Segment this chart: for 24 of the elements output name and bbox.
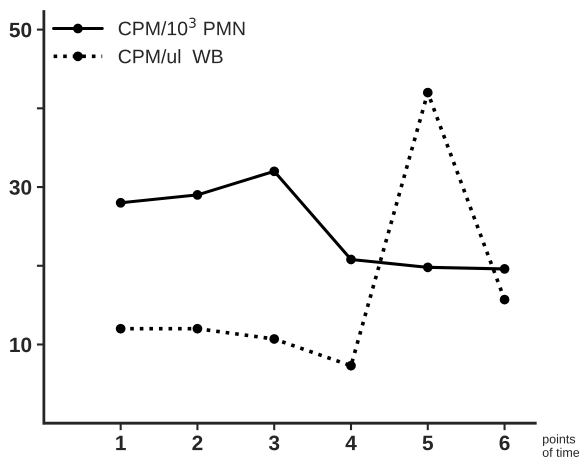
x-tick-label: 4	[346, 436, 357, 450]
legend-label: CPM/ul WB	[118, 49, 223, 64]
y-tick-label: 30	[9, 180, 32, 195]
point	[192, 190, 202, 200]
x-axis-title: points of time	[542, 434, 580, 457]
x-tick-label: 1	[116, 436, 126, 450]
x-tick-label: 5	[422, 436, 433, 450]
legend-label: CPM/10$^{3}$ PMN	[118, 18, 244, 36]
point	[116, 198, 126, 208]
point	[422, 88, 433, 98]
point	[269, 334, 280, 344]
y-tick-label: 50	[10, 22, 32, 38]
point	[422, 262, 433, 272]
y-tick-label: 10	[10, 337, 32, 352]
x-tick-label: 3	[268, 436, 280, 450]
point	[346, 360, 356, 371]
x-tick-label: 2	[192, 436, 202, 450]
point	[500, 264, 510, 274]
point	[269, 166, 280, 176]
point	[346, 254, 356, 264]
point	[500, 294, 510, 304]
x-tick-label: 6	[500, 436, 510, 450]
point	[192, 324, 202, 334]
point	[116, 324, 126, 334]
